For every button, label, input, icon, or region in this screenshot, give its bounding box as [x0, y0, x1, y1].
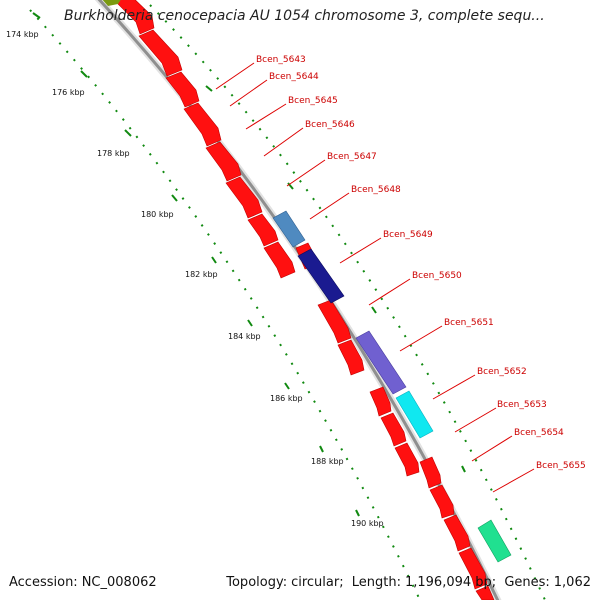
- accession-label: Accession:: [9, 575, 78, 590]
- cds-track: [112, 0, 495, 600]
- outer-ruler-line: [149, 4, 546, 600]
- accession-info: Accession: NC_008062: [9, 575, 157, 590]
- gene-label[interactable]: Bcen_5646: [305, 120, 355, 130]
- inner-ruler-line: [29, 9, 421, 600]
- feature-steelblue[interactable]: [272, 210, 306, 248]
- genome-backbone: [94, 0, 502, 600]
- label-leaders: [215, 62, 535, 493]
- cds-arrow[interactable]: [263, 241, 296, 279]
- gene-label[interactable]: Bcen_5644: [269, 72, 319, 82]
- gene-label[interactable]: Bcen_5649: [383, 230, 433, 240]
- gene-labels: Bcen_5643 Bcen_5644 Bcen_5645 Bcen_5646 …: [256, 55, 586, 471]
- accession-value: NC_008062: [81, 575, 157, 590]
- topology-label: Topology:: [226, 575, 288, 590]
- ruler-label: 180 kbp: [141, 210, 174, 219]
- gene-label[interactable]: Bcen_5650: [412, 271, 462, 281]
- ruler-labels: 174 kbp 176 kbp 178 kbp 180 kbp 182 kbp …: [6, 30, 384, 528]
- sequence-info: Topology: circular; Length: 1,196,094 bp; …: [226, 575, 591, 590]
- feature-green[interactable]: [477, 519, 512, 563]
- feature-olive[interactable]: [101, 0, 122, 6]
- feature-slate[interactable]: [355, 330, 407, 395]
- gene-label[interactable]: Bcen_5643: [256, 55, 306, 65]
- cds-arrow[interactable]: [369, 386, 392, 417]
- ruler-label: 190 kbp: [351, 519, 384, 528]
- ruler-label: 174 kbp: [6, 30, 39, 39]
- gene-label[interactable]: Bcen_5654: [514, 428, 564, 438]
- feature-navy[interactable]: [297, 248, 345, 304]
- genes-value: 1,062: [553, 575, 591, 590]
- cds-arrow[interactable]: [112, 0, 155, 35]
- gene-label[interactable]: Bcen_5648: [351, 185, 401, 195]
- cds-arrow[interactable]: [225, 176, 263, 219]
- cds-arrow[interactable]: [458, 547, 488, 590]
- ruler-ticks: [32, 12, 466, 517]
- length-value: 1,196,094 bp;: [404, 575, 497, 590]
- gene-label[interactable]: Bcen_5653: [497, 400, 547, 410]
- cds-arrow[interactable]: [443, 514, 471, 552]
- gene-label[interactable]: Bcen_5655: [536, 461, 586, 471]
- genome-backbone-core: [97, 0, 500, 600]
- topology-value: circular;: [291, 575, 344, 590]
- ruler-label: 178 kbp: [97, 149, 130, 158]
- length-label: Length:: [351, 575, 401, 590]
- cds-arrow[interactable]: [205, 141, 242, 182]
- gene-label[interactable]: Bcen_5651: [444, 318, 494, 328]
- cds-arrow[interactable]: [183, 102, 222, 147]
- gene-label[interactable]: Bcen_5647: [327, 152, 377, 162]
- cds-arrow[interactable]: [165, 71, 200, 108]
- feature-cyan[interactable]: [395, 390, 434, 439]
- ruler-label: 184 kbp: [228, 332, 261, 341]
- ruler-label: 188 kbp: [311, 457, 344, 466]
- cds-arrow[interactable]: [419, 456, 442, 489]
- cds-arrow[interactable]: [380, 412, 407, 447]
- cds-arrow[interactable]: [138, 29, 183, 77]
- cds-arrow[interactable]: [475, 585, 495, 600]
- cds-arrow[interactable]: [394, 442, 420, 477]
- cds-arrow[interactable]: [337, 339, 365, 376]
- gene-label[interactable]: Bcen_5652: [477, 367, 527, 377]
- genes-label: Genes:: [504, 575, 550, 590]
- cds-arrow[interactable]: [247, 213, 279, 247]
- ruler-label: 176 kbp: [52, 88, 85, 97]
- ruler-label: 186 kbp: [270, 394, 303, 403]
- gene-label[interactable]: Bcen_5645: [288, 96, 338, 106]
- cds-arrow[interactable]: [429, 484, 455, 519]
- ruler-label: 182 kbp: [185, 270, 218, 279]
- map-title: Burkholderia cenocepacia AU 1054 chromos…: [64, 8, 545, 24]
